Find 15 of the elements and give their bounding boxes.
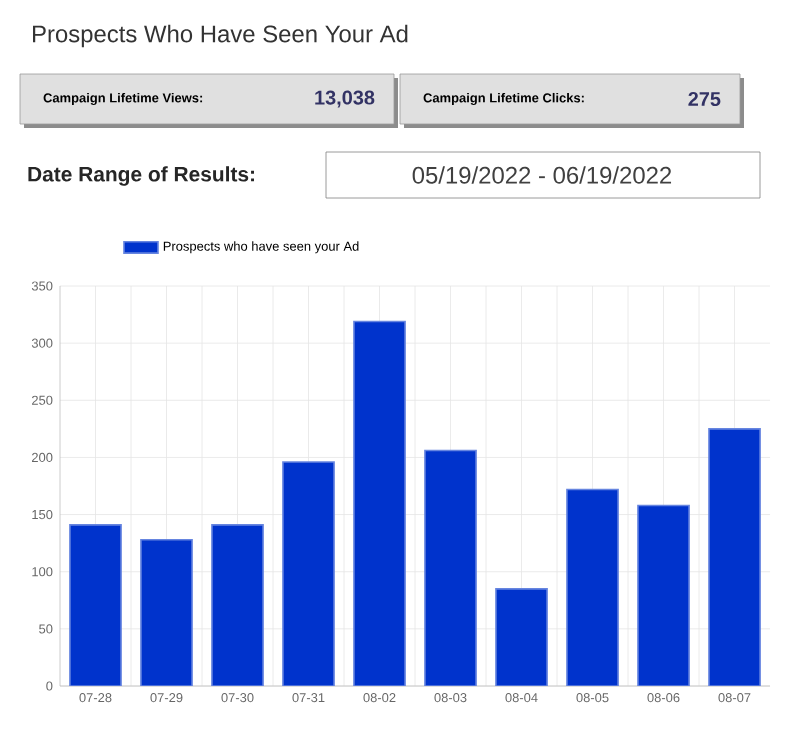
bar (566, 488, 619, 686)
bar (353, 320, 406, 686)
bar (69, 524, 122, 686)
bar (495, 588, 548, 686)
bar (211, 524, 264, 686)
text: 13,038 (315, 90, 375, 108)
text: Date Range of Results: (28, 166, 254, 186)
chart-title: Prospects Who Have Seen Your Ad (33, 24, 408, 48)
bar (424, 449, 477, 686)
bar (708, 428, 761, 686)
bar (282, 461, 335, 686)
text: 275 (688, 91, 721, 107)
bar (140, 538, 193, 686)
text: 05/19/2022 - 06/19/2022 (412, 166, 672, 184)
bar (637, 504, 690, 686)
